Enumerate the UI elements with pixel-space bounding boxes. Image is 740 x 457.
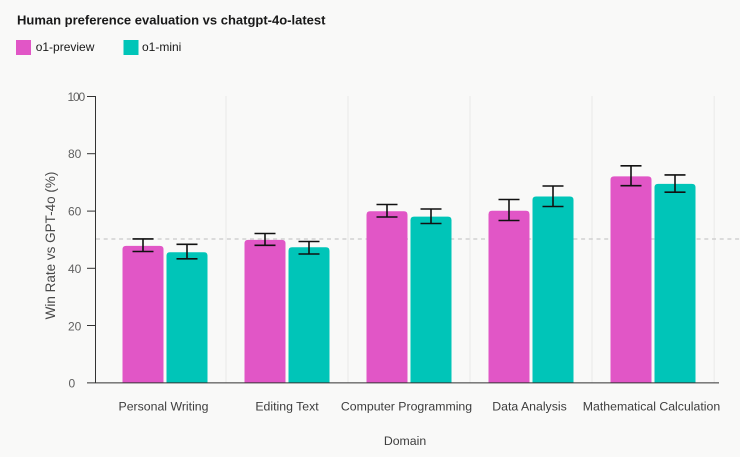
svg-text:60: 60 xyxy=(68,205,82,219)
svg-text:Computer Programming: Computer Programming xyxy=(341,400,472,414)
svg-text:Domain: Domain xyxy=(384,434,427,448)
svg-text:100: 100 xyxy=(68,90,86,104)
svg-text:o1-mini: o1-mini xyxy=(142,40,181,54)
svg-text:Data Analysis: Data Analysis xyxy=(492,400,567,414)
svg-text:0: 0 xyxy=(69,376,76,390)
svg-text:Mathematical Calculation: Mathematical Calculation xyxy=(583,400,721,414)
svg-text:20: 20 xyxy=(68,319,82,333)
svg-text:Personal Writing: Personal Writing xyxy=(119,400,209,414)
svg-text:40: 40 xyxy=(68,262,82,276)
svg-text:Editing Text: Editing Text xyxy=(255,400,319,414)
svg-text:Win Rate vs GPT-4o (%): Win Rate vs GPT-4o (%) xyxy=(43,172,58,320)
svg-text:Human preference evaluation vs: Human preference evaluation vs chatgpt-4… xyxy=(17,13,326,28)
svg-text:o1-preview: o1-preview xyxy=(36,40,95,54)
svg-text:80: 80 xyxy=(68,147,82,161)
